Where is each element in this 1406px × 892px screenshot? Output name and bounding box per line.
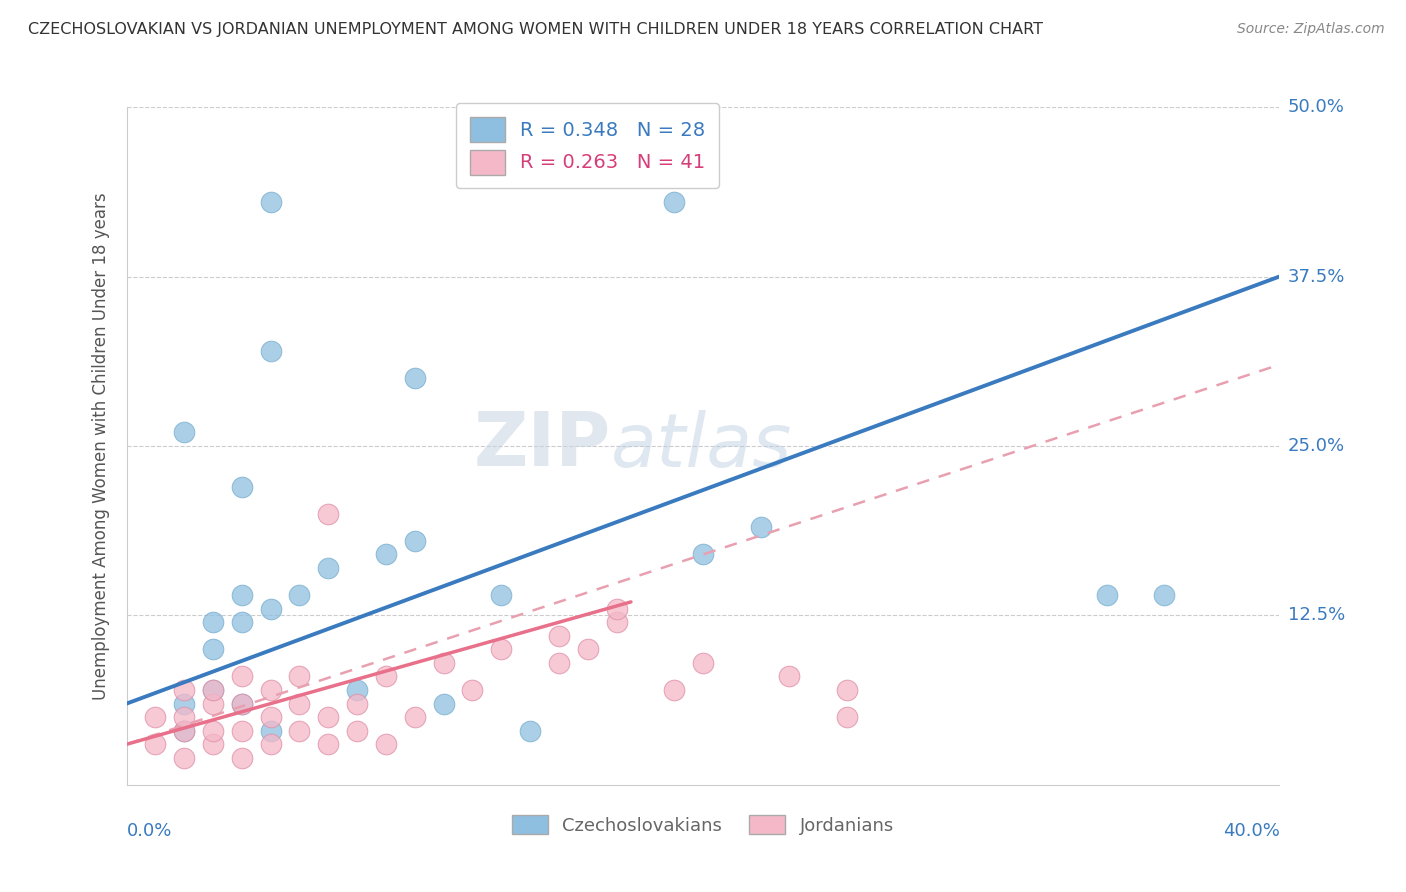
Text: 12.5%: 12.5%: [1288, 607, 1346, 624]
Point: [374, 669, 398, 683]
Point: [231, 751, 253, 765]
Point: [835, 683, 858, 698]
Text: 40.0%: 40.0%: [1223, 822, 1279, 840]
Point: [491, 642, 513, 657]
Point: [404, 533, 426, 548]
Point: [318, 507, 340, 521]
Point: [664, 194, 686, 209]
Point: [374, 737, 398, 751]
Point: [259, 194, 281, 209]
Point: [145, 737, 166, 751]
Point: [374, 548, 398, 562]
Point: [173, 751, 195, 765]
Y-axis label: Unemployment Among Women with Children Under 18 years: Unemployment Among Women with Children U…: [91, 192, 110, 700]
Point: [346, 697, 368, 711]
Text: 0.0%: 0.0%: [127, 822, 172, 840]
Point: [259, 683, 281, 698]
Point: [664, 683, 686, 698]
Text: 25.0%: 25.0%: [1288, 437, 1346, 455]
Point: [259, 710, 281, 724]
Point: [173, 723, 195, 738]
Point: [202, 697, 225, 711]
Point: [433, 697, 456, 711]
Point: [346, 723, 368, 738]
Point: [1153, 588, 1175, 602]
Point: [145, 710, 166, 724]
Point: [288, 723, 311, 738]
Point: [404, 710, 426, 724]
Point: [259, 344, 281, 359]
Point: [202, 683, 225, 698]
Point: [231, 669, 253, 683]
Point: [606, 601, 628, 615]
Point: [491, 588, 513, 602]
Point: [288, 669, 311, 683]
Point: [173, 683, 195, 698]
Text: Source: ZipAtlas.com: Source: ZipAtlas.com: [1237, 22, 1385, 37]
Point: [318, 561, 340, 575]
Point: [231, 480, 253, 494]
Point: [576, 642, 599, 657]
Point: [202, 642, 225, 657]
Point: [231, 588, 253, 602]
Point: [519, 723, 541, 738]
Text: atlas: atlas: [610, 410, 792, 482]
Point: [173, 723, 195, 738]
Point: [259, 723, 281, 738]
Point: [202, 737, 225, 751]
Point: [1095, 588, 1118, 602]
Point: [692, 656, 714, 670]
Point: [606, 615, 628, 630]
Text: 37.5%: 37.5%: [1288, 268, 1346, 285]
Point: [548, 629, 571, 643]
Point: [318, 710, 340, 724]
Point: [288, 697, 311, 711]
Point: [288, 588, 311, 602]
Point: [231, 697, 253, 711]
Text: ZIP: ZIP: [474, 409, 610, 483]
Point: [231, 697, 253, 711]
Point: [692, 548, 714, 562]
Point: [779, 669, 801, 683]
Point: [202, 683, 225, 698]
Point: [548, 656, 571, 670]
Text: 50.0%: 50.0%: [1288, 98, 1344, 116]
Point: [231, 723, 253, 738]
Point: [202, 723, 225, 738]
Point: [318, 737, 340, 751]
Point: [259, 601, 281, 615]
Point: [259, 737, 281, 751]
Point: [173, 697, 195, 711]
Point: [749, 520, 772, 534]
Text: CZECHOSLOVAKIAN VS JORDANIAN UNEMPLOYMENT AMONG WOMEN WITH CHILDREN UNDER 18 YEA: CZECHOSLOVAKIAN VS JORDANIAN UNEMPLOYMEN…: [28, 22, 1043, 37]
Point: [202, 615, 225, 630]
Point: [173, 710, 195, 724]
Point: [346, 683, 368, 698]
Point: [404, 371, 426, 385]
Point: [433, 656, 456, 670]
Point: [231, 615, 253, 630]
Legend: Czechoslovakians, Jordanians: Czechoslovakians, Jordanians: [503, 805, 903, 844]
Point: [173, 425, 195, 440]
Point: [461, 683, 484, 698]
Point: [835, 710, 858, 724]
